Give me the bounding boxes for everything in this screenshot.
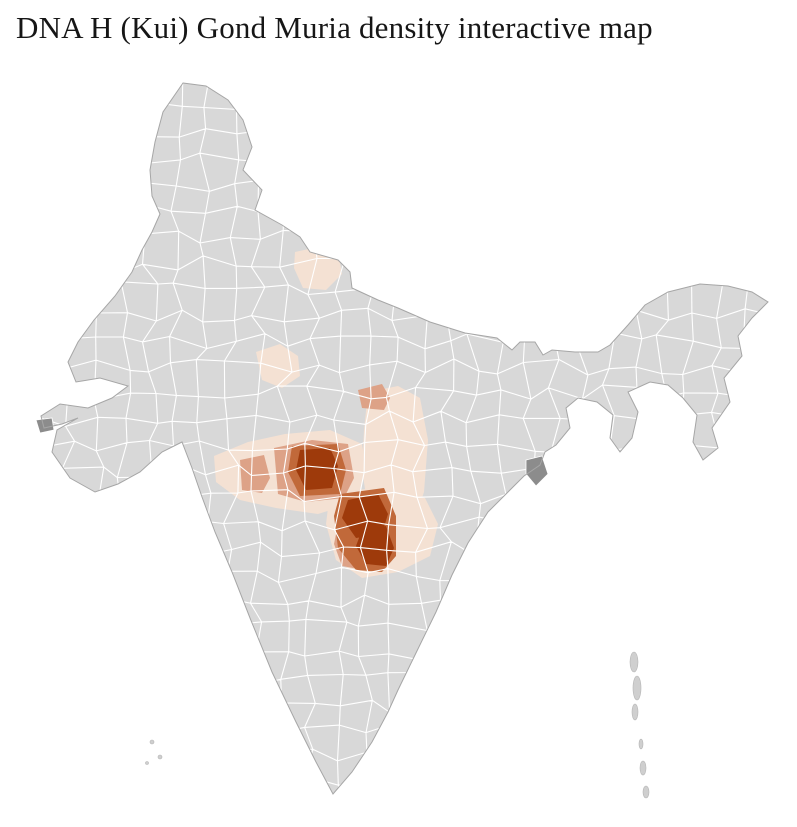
island[interactable]	[638, 738, 644, 750]
andaman-nicobar-islands[interactable]	[629, 651, 650, 799]
island[interactable]	[149, 739, 155, 745]
district-cluster-medium-west-patch[interactable]	[240, 455, 270, 493]
island[interactable]	[642, 785, 650, 799]
island[interactable]	[157, 754, 163, 760]
lakshadweep-islands[interactable]	[145, 739, 163, 765]
district-cluster-veryhigh-central-core[interactable]	[296, 448, 338, 490]
district-cluster-veryhigh-south-upper[interactable]	[342, 494, 388, 538]
island[interactable]	[631, 703, 639, 721]
island[interactable]	[629, 651, 639, 673]
territory-patch-west	[35, 417, 55, 434]
page-title: DNA H (Kui) Gond Muria density interacti…	[16, 10, 653, 45]
island[interactable]	[639, 760, 647, 776]
district-cluster-veryhigh-south-lower[interactable]	[356, 526, 394, 566]
district-cluster-medium-northeast-patch[interactable]	[358, 384, 390, 410]
territory-patch-east	[525, 455, 549, 487]
island[interactable]	[632, 675, 642, 701]
island[interactable]	[145, 761, 149, 765]
